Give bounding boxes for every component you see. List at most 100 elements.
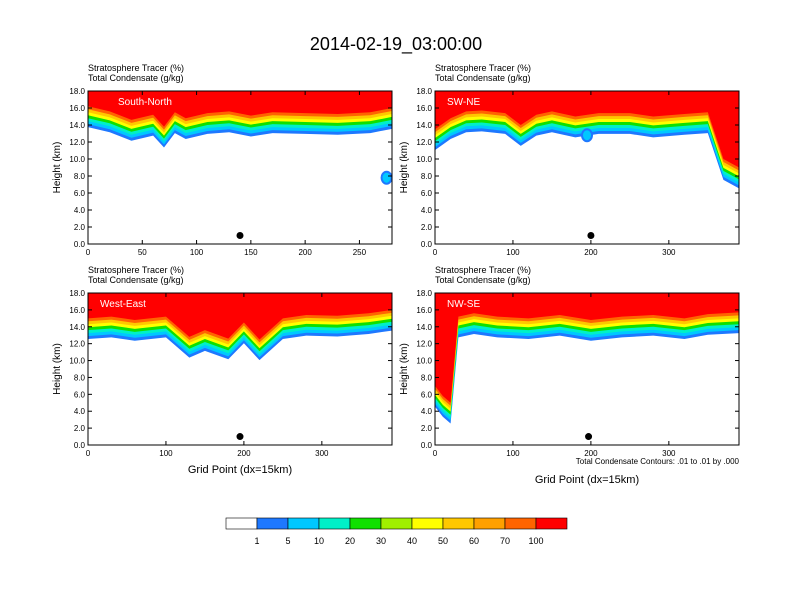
x-tick-label: 300 [662,248,676,257]
y-axis-label: Height (km) [52,142,63,194]
colorbar-label: 10 [314,536,324,546]
condensate-label: Total Condensate (g/kg) [435,275,531,285]
panel-south-north: Stratosphere Tracer (%)Total Condensate … [52,63,393,257]
x-tick-label: 300 [315,449,329,458]
colorbar-label: 5 [285,536,290,546]
plot-frame [87,90,393,245]
plot-frame [434,292,740,446]
y-tick-label: 2.0 [421,424,433,433]
y-tick-label: 12.0 [416,340,432,349]
condensate-label: Total Condensate (g/kg) [435,73,531,83]
panel-name: South-North [118,97,172,108]
y-tick-label: 4.0 [74,407,86,416]
plot-frame [434,90,740,245]
tracer-band [88,293,392,340]
shading [88,91,392,185]
colorbar-swatch [380,517,413,530]
location-dot [236,232,244,239]
y-tick-label: 6.0 [74,189,86,198]
shading [88,293,392,361]
x-tick-label: 0 [86,248,91,257]
colorbar-label: 100 [528,536,543,546]
x-tick-label: 200 [584,449,598,458]
x-tick-label: 150 [244,248,258,257]
colorbar-label: 30 [376,536,386,546]
colorbar-swatch [535,517,568,530]
colorbar-label: 50 [438,536,448,546]
y-tick-label: 4.0 [421,407,433,416]
y-tick-label: 8.0 [74,373,86,382]
colorbar-swatch [287,517,320,530]
x-tick-label: 100 [159,449,173,458]
panel-sw-ne: Stratosphere Tracer (%)Total Condensate … [399,63,740,257]
condensate-label: Total Condensate (g/kg) [88,275,184,285]
tracer-band [88,91,392,127]
y-tick-label: 8.0 [421,172,433,181]
y-tick-label: 16.0 [69,306,85,315]
y-tick-label: 0.0 [74,441,86,450]
y-tick-label: 6.0 [421,189,433,198]
x-tick-label: 0 [433,248,438,257]
location-dot [236,433,244,441]
figure-title: 2014-02-19_03:00:00 [310,34,482,55]
shading [435,293,739,424]
y-tick-label: 14.0 [69,323,85,332]
y-tick-label: 4.0 [421,206,433,215]
colorbar-label: 40 [407,536,417,546]
y-tick-label: 10.0 [416,357,432,366]
colorbar-swatch [318,517,351,530]
x-axis-label-left: Grid Point (dx=15km) [188,464,292,476]
y-tick-label: 14.0 [416,323,432,332]
y-tick-label: 18.0 [69,87,85,96]
x-tick-label: 100 [506,449,520,458]
x-tick-label: 100 [506,248,520,257]
colorbar-swatch [225,517,258,530]
panel-name: West-East [100,299,146,310]
tracer-blob [581,128,593,143]
x-axis-label-right: Grid Point (dx=15km) [535,474,639,486]
x-tick-label: 0 [433,449,438,458]
y-tick-label: 10.0 [69,155,85,164]
colorbar-swatch [504,517,537,530]
x-tick-label: 50 [138,248,147,257]
x-tick-label: 0 [86,449,91,458]
y-tick-label: 18.0 [416,289,432,298]
location-dot [587,232,595,239]
y-tick-label: 12.0 [416,138,432,147]
y-tick-label: 10.0 [69,357,85,366]
tracer-label: Stratosphere Tracer (%) [88,63,184,73]
panel-name: SW-NE [447,97,480,108]
y-tick-label: 6.0 [74,390,86,399]
y-tick-label: 2.0 [74,223,86,232]
y-tick-label: 4.0 [74,206,86,215]
y-tick-label: 16.0 [69,104,85,113]
y-tick-label: 16.0 [416,306,432,315]
condensate-label: Total Condensate (g/kg) [88,73,184,83]
colorbar-label: 60 [469,536,479,546]
y-tick-label: 0.0 [74,240,86,249]
colorbar-swatch [349,517,382,530]
y-tick-label: 2.0 [421,223,433,232]
y-tick-label: 8.0 [421,373,433,382]
y-tick-label: 0.0 [421,240,433,249]
panel-west-east: Stratosphere Tracer (%)Total Condensate … [52,265,393,458]
y-tick-label: 18.0 [69,289,85,298]
y-axis-label: Height (km) [399,142,410,194]
x-tick-label: 200 [298,248,312,257]
colorbar: 1 5 10 20 30 40 50 60 70 100 [225,517,568,546]
x-tick-label: 200 [584,248,598,257]
colorbar-swatch [473,517,506,530]
plot-frame [87,292,393,446]
y-tick-label: 12.0 [69,138,85,147]
tracer-label: Stratosphere Tracer (%) [88,265,184,275]
tracer-band [435,293,739,403]
tracer-label: Stratosphere Tracer (%) [435,265,531,275]
y-tick-label: 0.0 [421,441,433,450]
panels: Stratosphere Tracer (%)Total Condensate … [52,63,740,458]
y-tick-label: 12.0 [69,340,85,349]
x-tick-label: 300 [662,449,676,458]
colorbar-label: 20 [345,536,355,546]
y-tick-label: 18.0 [416,87,432,96]
colorbar-swatch [442,517,475,530]
